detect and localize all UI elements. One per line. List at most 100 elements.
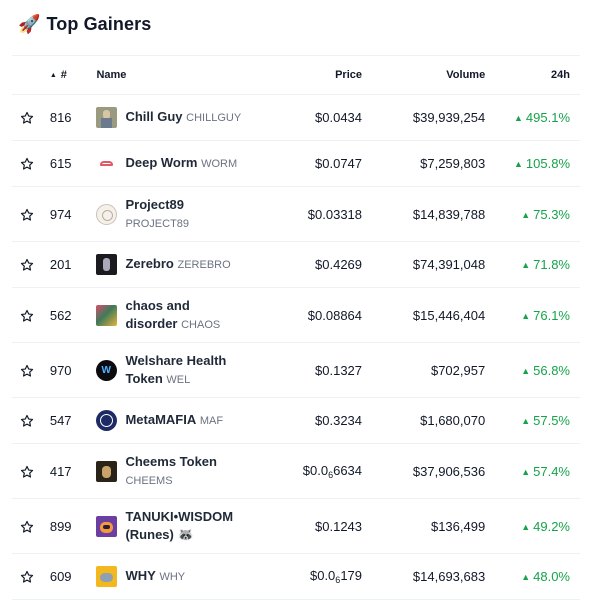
rank: 970 <box>41 342 97 398</box>
coin-name-link[interactable]: chaos and disorder <box>125 297 190 331</box>
tanuki-logo-icon <box>96 515 118 537</box>
sort-asc-icon: ▲ <box>49 72 57 79</box>
change-up: ▲ 71.8% <box>521 257 570 272</box>
coin-name-link[interactable]: WHY <box>125 568 156 583</box>
coin-name-link[interactable]: TANUKI•WISDOM (Runes) 🦝 <box>125 509 234 542</box>
rank: 615 <box>41 140 97 187</box>
chaos-logo-icon <box>96 304 118 326</box>
change-up: ▲ 75.3% <box>521 206 570 222</box>
coin-name-link[interactable]: MetaMAFIA <box>125 412 197 427</box>
coin-symbol: WHY <box>159 571 186 583</box>
coin-symbol: MAF <box>199 415 224 427</box>
change-up: ▲ 56.8% <box>521 362 570 378</box>
volume: $37,906,536 <box>370 443 498 499</box>
table-row[interactable]: 974 Project89 PROJECT89 $0.03318 $14,839,… <box>12 186 580 242</box>
table-row[interactable]: 201 Zerebro ZEREBRO $0.4269 $74,391,048 … <box>12 241 580 288</box>
widget-title: 🚀 Top Gainers <box>18 14 152 34</box>
star-icon[interactable] <box>20 414 34 428</box>
volume: $39,939,254 <box>370 94 498 141</box>
star-icon[interactable] <box>20 208 34 222</box>
star-icon[interactable] <box>20 520 34 534</box>
volume: $7,259,803 <box>370 140 498 187</box>
cheems-logo-icon <box>96 460 118 482</box>
coin-symbol: WORM <box>201 158 238 170</box>
star-icon[interactable] <box>20 309 34 323</box>
rank: 417 <box>41 443 97 499</box>
volume: $14,693,683 <box>370 553 498 600</box>
caret-up-icon: ▲ <box>521 209 531 220</box>
price: $0.1243 <box>288 498 371 554</box>
coin-name-link[interactable]: Zerebro <box>125 256 174 271</box>
caret-up-icon: ▲ <box>521 260 531 270</box>
caret-up-icon: ▲ <box>521 572 531 582</box>
coin-symbol: PROJECT89 <box>125 217 190 230</box>
table-header: ▲ # Name Price Volume 24h <box>12 55 580 95</box>
header-rank[interactable]: ▲ # <box>41 55 97 95</box>
header-name[interactable]: Name <box>96 55 289 95</box>
rank: 974 <box>41 186 97 242</box>
table-row[interactable]: 816 Chill Guy CHILLGUY $0.0434 $39,939,2… <box>12 94 580 141</box>
coin-name-link[interactable]: Chill Guy <box>125 109 183 124</box>
price: $0.06179 <box>288 553 371 600</box>
volume: $702,957 <box>370 342 498 398</box>
chillguy-logo-icon <box>96 107 118 128</box>
coin-name-link[interactable]: Deep Worm <box>125 155 198 170</box>
table-row[interactable]: 899 TANUKI•WISDOM (Runes) 🦝 $0.1243 $136,… <box>12 498 580 554</box>
volume: $74,391,048 <box>370 241 498 288</box>
rank: 547 <box>41 397 97 444</box>
caret-up-icon: ▲ <box>521 521 531 532</box>
star-icon[interactable] <box>20 570 34 584</box>
why-logo-icon <box>96 566 118 587</box>
star-icon[interactable] <box>20 465 34 479</box>
caret-up-icon: ▲ <box>513 159 523 169</box>
volume: $1,680,070 <box>370 397 498 444</box>
coin-name-link[interactable]: Welshare Health Token <box>125 352 227 386</box>
table-row[interactable]: 547 MetaMAFIA MAF $0.3234 $1,680,070 ▲ 57… <box>12 397 580 444</box>
caret-up-icon: ▲ <box>521 310 531 321</box>
star-icon[interactable] <box>20 111 34 125</box>
coin-name-link[interactable]: Cheems Token <box>125 453 217 469</box>
header-volume[interactable]: Volume <box>370 55 498 95</box>
star-icon[interactable] <box>20 157 34 171</box>
caret-up-icon: ▲ <box>513 113 523 123</box>
change-up: ▲ 495.1% <box>513 110 570 125</box>
price: $0.3234 <box>288 397 371 444</box>
rocket-icon: 🚀 <box>18 14 41 34</box>
header-change[interactable]: 24h <box>497 55 580 95</box>
star-icon[interactable] <box>20 258 34 272</box>
star-icon[interactable] <box>20 364 34 378</box>
metamafia-logo-icon <box>96 410 118 431</box>
caret-up-icon: ▲ <box>521 416 531 426</box>
welshare-logo-icon: W <box>96 359 118 381</box>
coin-name-link[interactable]: Project89 <box>125 196 185 212</box>
deepworm-logo-icon <box>96 153 118 174</box>
change-up: ▲ 57.4% <box>521 463 570 479</box>
volume: $15,446,404 <box>370 287 498 343</box>
price: $0.0747 <box>288 140 371 187</box>
table-row[interactable]: 562 chaos and disorder CHAOS $0.08864 $15… <box>12 287 580 343</box>
gainers-table: ▲ # Name Price Volume 24h 816 Chill Guy C… <box>12 55 580 600</box>
price: $0.0434 <box>288 94 371 141</box>
rank: 562 <box>41 287 97 343</box>
change-up: ▲ 49.2% <box>521 518 570 534</box>
table-row[interactable]: 609 WHY WHY $0.06179 $14,693,683 ▲ 48.0% <box>12 553 580 600</box>
table-row[interactable]: 615 Deep Worm WORM $0.0747 $7,259,803 ▲ 1… <box>12 140 580 187</box>
header-price[interactable]: Price <box>288 55 371 95</box>
caret-up-icon: ▲ <box>521 365 531 376</box>
project89-logo-icon <box>96 203 118 225</box>
rank: 899 <box>41 498 97 554</box>
table-row[interactable]: 970 W Welshare Health Token WEL $0.1327 $… <box>12 342 580 398</box>
coin-symbol: WEL <box>166 373 191 386</box>
caret-up-icon: ▲ <box>521 466 531 477</box>
volume: $136,499 <box>370 498 498 554</box>
change-up: ▲ 76.1% <box>521 307 570 323</box>
price: $0.08864 <box>288 287 371 343</box>
change-up: ▲ 57.5% <box>521 413 570 428</box>
coin-symbol: CHILLGUY <box>186 112 242 124</box>
price: $0.4269 <box>288 241 371 288</box>
change-up: ▲ 48.0% <box>521 569 570 584</box>
table-row[interactable]: 417 Cheems Token CHEEMS $0.066634 $37,906… <box>12 443 580 499</box>
zerebro-logo-icon <box>96 254 118 275</box>
coin-symbol: CHEEMS <box>125 474 173 487</box>
rank: 816 <box>41 94 97 141</box>
